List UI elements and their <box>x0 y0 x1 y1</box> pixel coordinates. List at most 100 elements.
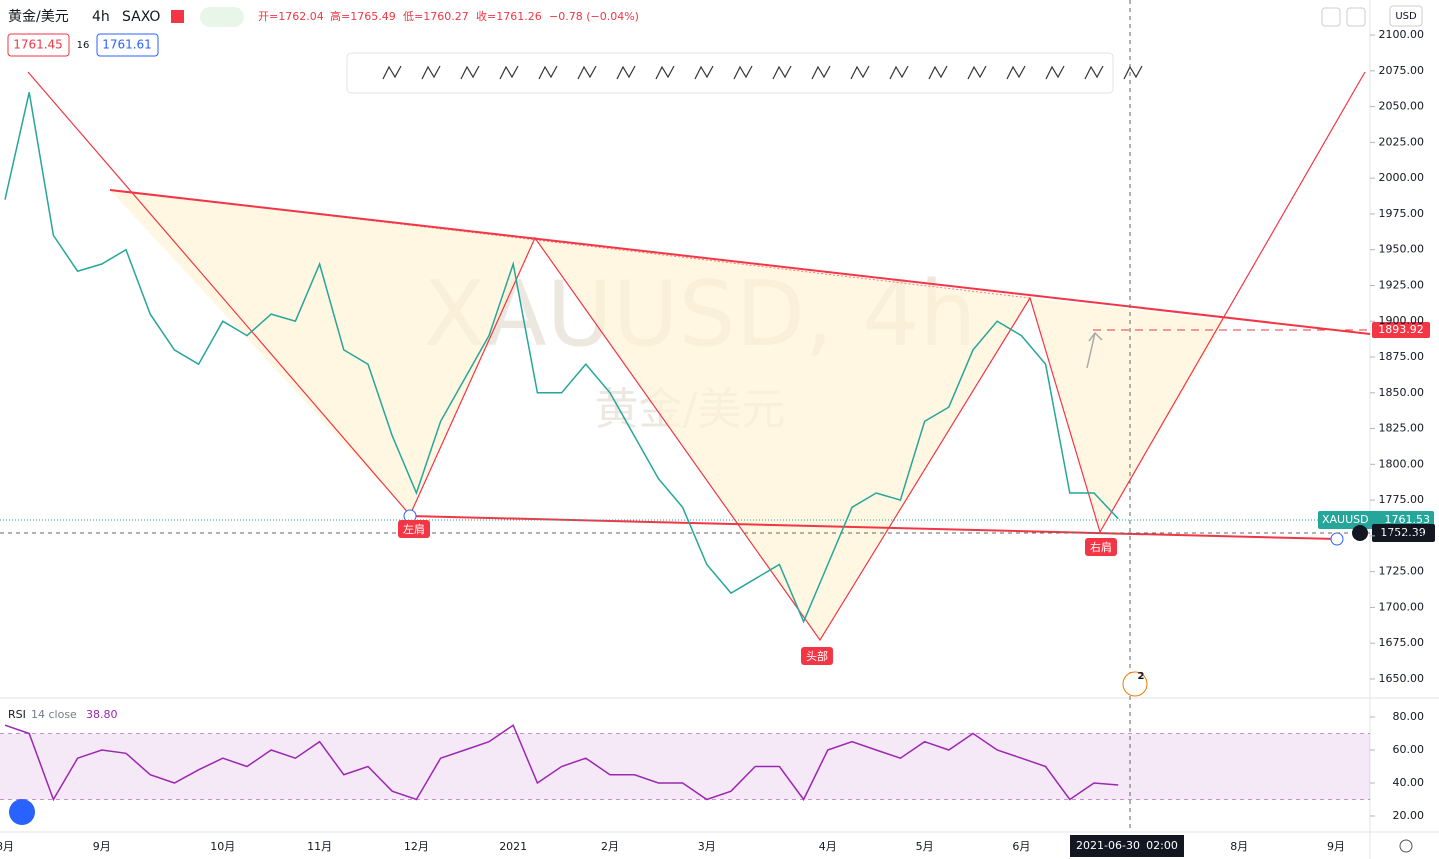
close: 收=1761.26 <box>476 9 542 23</box>
spread: 16 <box>77 40 90 51</box>
toolbar-bg <box>346 52 1114 94</box>
target-price: 1893.92 <box>1378 323 1424 336</box>
header: 黄金/美元 4h SAXO 开=1762.04 高=1765.49 低=1760… <box>7 5 1423 57</box>
y-tick-label: 2000.00 <box>1379 171 1425 184</box>
price-tags: 1893.92 XAUUSD 1761.53 1752.39 2021-06-3… <box>1070 322 1435 857</box>
event-icon[interactable] <box>1122 671 1148 697</box>
tool-icon[interactable] <box>733 65 753 80</box>
rsi-params: 14 close <box>31 708 77 721</box>
tool-icon[interactable] <box>1084 65 1104 80</box>
flag <box>171 10 184 23</box>
right-shoulder-label: 右肩 <box>1090 540 1112 554</box>
symbol: 黄金/美元 <box>8 8 69 25</box>
x-tick-label: 2月 <box>601 840 619 853</box>
settings-button[interactable] <box>1399 839 1413 853</box>
series-line <box>4 724 1119 802</box>
exchange: SAXO <box>122 9 160 25</box>
x-tick-label: 12月 <box>404 840 429 853</box>
x-tick-label: 2021 <box>499 840 527 853</box>
tool-icon[interactable] <box>421 65 441 80</box>
x-tick-label: 4月 <box>819 840 837 853</box>
tool-icon[interactable] <box>889 65 909 80</box>
tool-icon[interactable] <box>655 65 675 80</box>
label-box <box>398 520 430 538</box>
last-symbol: XAUUSD <box>1322 513 1369 526</box>
status[interactable] <box>200 7 244 27</box>
tool-icon[interactable] <box>577 65 597 80</box>
x-tick-label: 8月 <box>0 840 14 853</box>
label-box <box>801 647 833 665</box>
crosshair-date: 2021-06-30 <box>1076 839 1140 852</box>
tool-icon[interactable] <box>616 65 636 80</box>
crosshair-tag <box>1372 524 1435 542</box>
logo[interactable] <box>9 799 35 825</box>
sell-button[interactable] <box>7 33 70 57</box>
tool-icon[interactable] <box>499 65 519 80</box>
y-tick-label: 1900.00 <box>1379 314 1425 327</box>
pattern-labels: 左肩 头部 右肩 2 <box>398 520 1148 697</box>
y-tick-label: 1675.00 <box>1379 636 1425 649</box>
currency-button[interactable] <box>1389 5 1423 27</box>
y-tick-label: 1850.00 <box>1379 386 1425 399</box>
y-tick-label: 1700.00 <box>1379 600 1425 613</box>
rsi-name: RSI <box>8 708 26 721</box>
tool-icon[interactable] <box>382 65 402 80</box>
x-tick-label: 5月 <box>916 840 934 853</box>
tool-icon[interactable] <box>811 65 831 80</box>
tool-icon[interactable] <box>538 65 558 80</box>
tool-icon[interactable] <box>1123 65 1143 80</box>
y-tick-label: 1800.00 <box>1379 457 1425 470</box>
y-tick-label: 2025.00 <box>1379 135 1425 148</box>
label-box <box>1085 538 1117 556</box>
high: 高=1765.49 <box>330 9 396 23</box>
time-tag <box>1070 835 1184 857</box>
interval: 4h <box>92 9 110 25</box>
change: −0.78 (−0.04%) <box>549 10 639 23</box>
x-tick-label: 11月 <box>307 840 332 853</box>
x-tick-label: 10月 <box>210 840 235 853</box>
low: 低=1760.27 <box>403 10 469 23</box>
crosshair-price: 1752.39 <box>1380 526 1426 539</box>
y-tick-label: 1975.00 <box>1379 207 1425 220</box>
tool-icon[interactable] <box>694 65 714 80</box>
y-tick-label: 1950.00 <box>1379 243 1425 256</box>
y-tick-label: 1650.00 <box>1379 672 1425 685</box>
tool-icon[interactable] <box>1045 65 1065 80</box>
open: 开=1762.04 <box>258 10 324 23</box>
target-tag <box>1372 322 1430 338</box>
y-tick-label: 1750.00 <box>1379 529 1425 542</box>
crosshair-time: 02:00 <box>1146 839 1178 852</box>
y-tick-label: 40.00 <box>1393 776 1425 789</box>
tool-icon[interactable] <box>1006 65 1026 80</box>
y-tick-label: 2050.00 <box>1379 100 1425 113</box>
tool-icon[interactable] <box>460 65 480 80</box>
y-tick-label: 2100.00 <box>1379 28 1425 41</box>
y-tick-label: 1725.00 <box>1379 565 1425 578</box>
sell-price: 1761.45 <box>13 38 63 52</box>
tool-icon[interactable] <box>928 65 948 80</box>
drawing-toolbar <box>346 52 1143 94</box>
tool-icon[interactable] <box>967 65 987 80</box>
add-button[interactable] <box>1352 525 1368 541</box>
collapse-button[interactable] <box>1321 7 1341 27</box>
rsi-last: 38.80 <box>86 708 118 721</box>
y-tick-label: 1825.00 <box>1379 422 1425 435</box>
x-tick-label: 3月 <box>698 840 716 853</box>
y-tick-label: 20.00 <box>1393 809 1425 822</box>
x-tick-label: 9月 <box>93 840 111 853</box>
y-tick-label: 80.00 <box>1393 710 1425 723</box>
tool-icon[interactable] <box>850 65 870 80</box>
tool-icon[interactable] <box>772 65 792 80</box>
x-tick-label: 6月 <box>1012 840 1030 853</box>
y-tick-label: 2075.00 <box>1379 64 1425 77</box>
buy-button[interactable] <box>96 33 159 57</box>
head-label: 头部 <box>806 649 828 663</box>
refresh-button[interactable] <box>1346 7 1366 27</box>
event-count: 2 <box>1138 671 1145 682</box>
x-tick-label: 8月 <box>1230 840 1248 853</box>
y-tick-label: 1775.00 <box>1379 493 1425 506</box>
x-tick-label: 9月 <box>1327 840 1345 853</box>
buy-price: 1761.61 <box>102 38 152 52</box>
y-tick-label: 60.00 <box>1393 743 1425 756</box>
